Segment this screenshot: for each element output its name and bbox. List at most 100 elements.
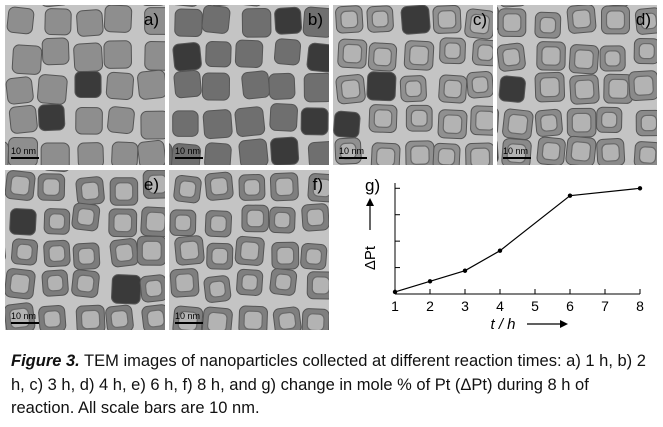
nanoparticle xyxy=(72,242,101,270)
nanoparticle xyxy=(269,103,298,132)
nanoparticle xyxy=(71,269,100,298)
nanoparticle xyxy=(8,104,38,134)
nanoparticle xyxy=(333,110,361,139)
nanoparticle xyxy=(628,70,657,101)
nanoparticle xyxy=(74,70,102,99)
nanoparticle xyxy=(601,5,630,35)
nanoparticle xyxy=(438,74,468,104)
chart-panel-label: g) xyxy=(365,176,380,195)
nanoparticle xyxy=(169,268,200,298)
nanoparticle xyxy=(109,238,139,268)
nanoparticle xyxy=(174,8,203,38)
nanoparticle xyxy=(40,142,70,165)
figure-caption: Figure 3. TEM images of nanoparticles co… xyxy=(11,350,651,421)
tem-panel-a: a) 10 nm xyxy=(5,5,165,165)
nanoparticle xyxy=(73,42,104,73)
nanoparticle xyxy=(366,5,394,33)
nanoparticle xyxy=(536,41,566,71)
nanoparticle xyxy=(366,71,397,102)
scale-bar: 10 nm xyxy=(11,146,39,159)
nanoparticle xyxy=(71,202,101,232)
data-point xyxy=(392,289,398,295)
nanoparticle xyxy=(172,305,204,330)
nanoparticle xyxy=(7,136,39,165)
nanoparticle xyxy=(274,6,303,35)
nanoparticle xyxy=(497,137,499,165)
nanoparticle xyxy=(238,305,268,330)
nanoparticle xyxy=(603,73,634,104)
nanoparticle xyxy=(234,5,265,7)
nanoparticle xyxy=(236,268,264,296)
nanoparticle xyxy=(470,105,493,136)
scale-bar: 10 nm xyxy=(339,146,367,159)
scale-bar: 10 nm xyxy=(11,311,39,324)
x-tick-label: 5 xyxy=(531,298,539,314)
nanoparticle xyxy=(140,206,165,238)
nanoparticle xyxy=(11,44,43,75)
nanoparticle xyxy=(169,209,197,237)
nanoparticle xyxy=(633,37,657,65)
nanoparticle xyxy=(234,39,264,68)
nanoparticle xyxy=(498,5,528,8)
tem-panel-d: d) 10 nm xyxy=(497,5,657,165)
nanoparticle xyxy=(596,138,626,165)
nanoparticle xyxy=(172,42,202,72)
nanoparticle xyxy=(301,203,329,232)
series-line xyxy=(394,187,641,293)
nanoparticle xyxy=(273,38,302,66)
nanoparticle xyxy=(39,5,70,8)
nanoparticle xyxy=(439,37,466,65)
nanoparticle xyxy=(208,5,238,7)
nanoparticle xyxy=(241,7,272,38)
nanoparticle xyxy=(109,177,139,206)
nanoparticle xyxy=(136,235,165,266)
panel-label: b) xyxy=(307,10,323,29)
y-axis-label: ΔPt xyxy=(362,245,379,270)
caption-text: TEM images of nanoparticles collected at… xyxy=(11,352,646,417)
nanoparticle xyxy=(536,136,566,165)
nanoparticle xyxy=(144,7,165,35)
nanoparticle xyxy=(568,44,600,75)
nanoparticle xyxy=(307,173,329,203)
nanoparticle xyxy=(111,274,142,305)
nanoparticle xyxy=(206,242,234,270)
nanoparticle xyxy=(202,109,233,140)
nanoparticle xyxy=(234,235,265,266)
nanoparticle xyxy=(497,105,500,137)
scale-text: 10 nm xyxy=(175,311,201,321)
nanoparticle xyxy=(140,110,165,140)
nanoparticle xyxy=(10,238,39,266)
nanoparticle xyxy=(466,70,493,99)
nanoparticle xyxy=(75,106,103,135)
nanoparticle xyxy=(268,72,296,100)
nanoparticle xyxy=(75,176,105,206)
tem-panel-e: e) 10 nm xyxy=(5,170,165,330)
nanoparticle xyxy=(43,239,71,268)
nanoparticle xyxy=(238,138,269,165)
nanoparticle xyxy=(368,104,398,133)
nanoparticle xyxy=(306,42,329,73)
panel-label: c) xyxy=(472,10,487,29)
nanoparticle xyxy=(108,208,138,238)
nanoparticle xyxy=(111,141,139,165)
nanoparticle xyxy=(268,206,296,234)
nanoparticle xyxy=(234,106,266,137)
nanoparticle xyxy=(139,274,165,303)
nanoparticle xyxy=(367,42,398,72)
nanoparticle xyxy=(432,5,462,34)
x-tick-label: 6 xyxy=(566,298,574,314)
panel-label: f) xyxy=(312,175,323,194)
nanoparticle xyxy=(601,5,633,7)
nanoparticle xyxy=(471,39,493,67)
nanoparticle xyxy=(238,173,266,201)
nanoparticle xyxy=(201,5,231,34)
nanoparticle xyxy=(400,5,431,35)
nanoparticle xyxy=(497,42,526,72)
nanoparticle xyxy=(300,107,329,136)
nanoparticle xyxy=(41,170,72,173)
nanoparticle xyxy=(37,103,66,132)
data-point xyxy=(462,268,468,273)
nanoparticle xyxy=(405,140,435,165)
nanoparticle xyxy=(569,74,600,105)
nanoparticle xyxy=(137,69,165,100)
